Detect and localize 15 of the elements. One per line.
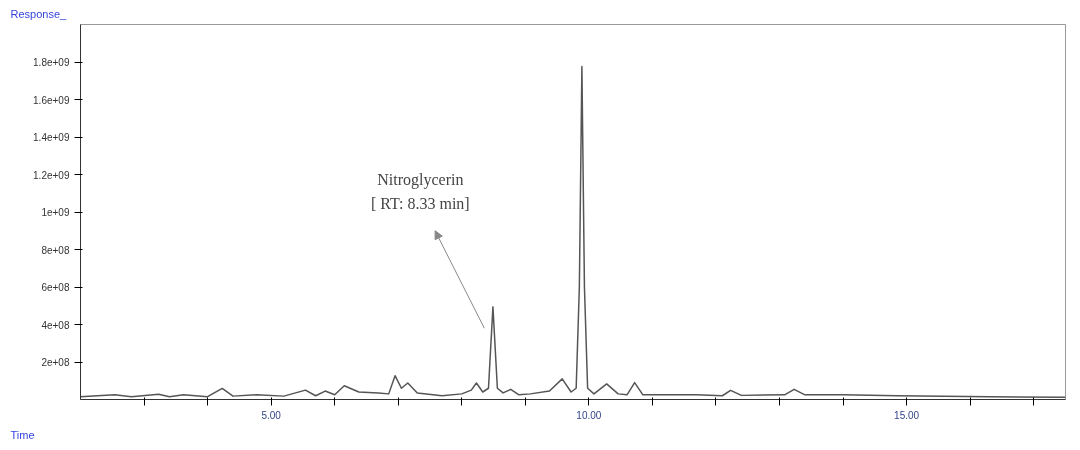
y-tick-label: 1.4e+09 — [33, 132, 70, 143]
x-axis-title: Time — [10, 428, 35, 441]
y-tick-label: 6e+08 — [41, 282, 70, 293]
y-tick-label: 1.8e+09 — [33, 57, 70, 68]
x-tick-label: 10.00 — [576, 409, 602, 421]
x-tick-label: 15.00 — [894, 409, 920, 421]
y-tick-label: 1e+09 — [41, 207, 70, 218]
y-tick-label: 1.6e+09 — [33, 94, 70, 106]
y-tick-label: 4e+08 — [41, 319, 70, 331]
y-tick-label: 2e+08 — [41, 357, 70, 368]
y-axis-title: Response_ — [10, 7, 68, 20]
y-tick-label: 1.2e+09 — [33, 169, 70, 181]
x-tick-label: 5.00 — [261, 409, 282, 421]
y-tick-label: 8e+08 — [41, 244, 70, 256]
annotation: Nitroglycerin [ RT: 8.33 min] — [370, 171, 470, 212]
